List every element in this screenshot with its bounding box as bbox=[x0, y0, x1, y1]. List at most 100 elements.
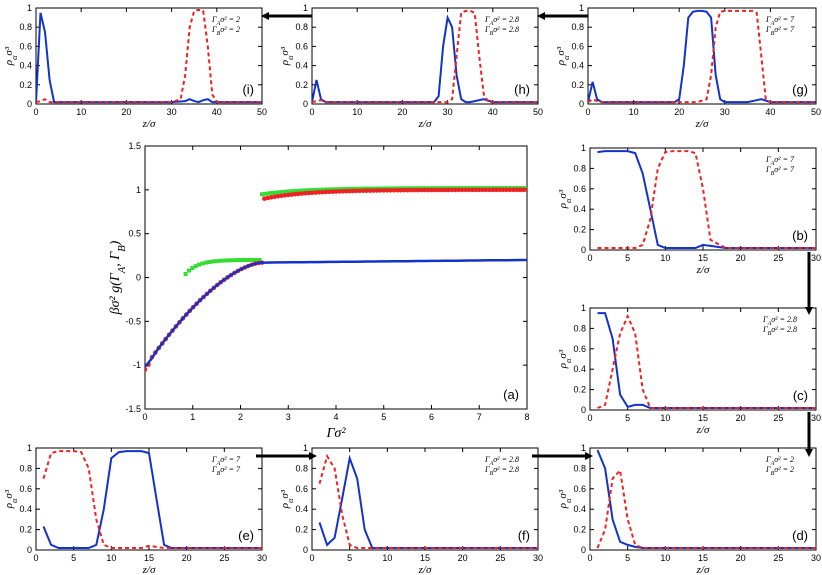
legend-entry-e: ΓAσ² = 7 bbox=[211, 455, 241, 467]
y-tick-label-i: 0 bbox=[27, 99, 32, 109]
panel-label-h: (h) bbox=[514, 82, 530, 97]
series-red-upper-point bbox=[330, 189, 335, 194]
series-d-B bbox=[596, 468, 816, 549]
series-green-lower-point bbox=[207, 260, 212, 265]
y-tick-label-g: 0.8 bbox=[571, 22, 584, 32]
series-green-upper-point bbox=[263, 191, 268, 196]
data-a bbox=[145, 186, 527, 372]
y-tick-label-i: 0.8 bbox=[19, 22, 32, 32]
series-red-upper-point bbox=[405, 187, 410, 193]
y-tick-label-c: 0 bbox=[581, 405, 586, 415]
series-red-upper-point bbox=[490, 187, 496, 193]
y-tick-label-f: 0.6 bbox=[295, 484, 308, 494]
data-c bbox=[597, 312, 816, 409]
plot-frame-f bbox=[311, 447, 539, 551]
x-tick-label-a: 2 bbox=[238, 412, 243, 422]
x-axis-label-e: z/σ bbox=[142, 564, 156, 575]
series-green-lower-point bbox=[227, 258, 232, 263]
series-c-A bbox=[597, 312, 816, 409]
series-red-upper-point bbox=[463, 187, 468, 193]
series-red-upper-point bbox=[364, 188, 369, 193]
panel-label-c: (c) bbox=[793, 388, 808, 403]
x-axis-label-c: z/σ bbox=[696, 424, 710, 436]
series-e-B bbox=[42, 450, 262, 549]
y-tick-label-b: 0.8 bbox=[573, 163, 586, 173]
y-tick-label-c: 0.2 bbox=[573, 385, 586, 395]
data-f bbox=[318, 453, 538, 549]
panel-label-d: (d) bbox=[792, 528, 808, 543]
series-green-upper-point bbox=[317, 187, 322, 192]
x-axis-label-i: z/σ bbox=[142, 118, 156, 130]
series-green-upper-point bbox=[307, 188, 312, 193]
x-tick-label-f: 20 bbox=[458, 553, 468, 563]
y-tick-label-b: 0.4 bbox=[573, 204, 586, 214]
series-red-upper-point bbox=[367, 188, 373, 193]
y-tick-label-h: 0 bbox=[303, 99, 308, 109]
panel-b: 0 5 10 15 20 25 30 0 0.2 0.4 0.6 0.8 1 z/σ ρασ³ (b) ΓAσ²… bbox=[557, 143, 821, 276]
y-tick-label-d: 0 bbox=[581, 545, 586, 555]
series-red-upper-point bbox=[378, 188, 383, 193]
series-green-upper-point bbox=[270, 190, 275, 195]
series-e-A bbox=[42, 450, 262, 549]
series-red-upper-point bbox=[480, 187, 485, 193]
x-tick-label-i: 30 bbox=[167, 107, 177, 117]
series-red-upper-point bbox=[449, 187, 455, 193]
x-tick-label-d: 20 bbox=[736, 553, 746, 563]
series-red-upper-point bbox=[497, 187, 503, 193]
series-green-lower-point bbox=[217, 258, 222, 263]
series-red-upper-point bbox=[408, 187, 414, 193]
series-green-upper-point bbox=[334, 187, 339, 192]
x-tick-label-i: 50 bbox=[257, 107, 267, 117]
x-tick-label-h: 0 bbox=[309, 107, 314, 117]
x-tick-label-g: 0 bbox=[585, 107, 590, 117]
x-tick-label-i: 10 bbox=[76, 107, 86, 117]
x-tick-label-e: 20 bbox=[182, 553, 192, 563]
series-green-lower-point bbox=[247, 258, 252, 263]
data-d bbox=[596, 449, 816, 549]
data-b bbox=[597, 150, 816, 249]
series-red-upper-point bbox=[517, 187, 523, 193]
y-axis-label-h: ρασ³ bbox=[279, 46, 295, 66]
x-tick-label-i: 20 bbox=[121, 107, 131, 117]
series-red-upper-point bbox=[412, 187, 417, 193]
panel-i: 0 10 20 30 40 50 0 0.2 0.4 0.6 0.8 1 z/σ ρασ³ (i) ΓAσ² … bbox=[3, 3, 267, 130]
y-axis-label-c: ρασ³ bbox=[557, 349, 573, 369]
series-red-upper-point bbox=[511, 187, 516, 193]
x-tick-label-b: 30 bbox=[811, 253, 821, 263]
series-red-upper-point bbox=[398, 187, 404, 193]
plot-frame-b bbox=[589, 147, 817, 251]
plot-frame-i bbox=[35, 7, 263, 105]
series-green-lower-point bbox=[223, 258, 228, 263]
series-red-upper-point bbox=[473, 187, 479, 193]
series-green-upper-point bbox=[293, 188, 298, 193]
series-green-upper-point bbox=[276, 190, 281, 195]
data-e bbox=[42, 450, 262, 549]
x-tick-label-b: 10 bbox=[660, 253, 670, 263]
panel-a: 0 1 2 3 4 5 6 7 8 -1.5 -1 -0.5 0 0.5 1 1.5 Γσ² βσ² g(ΓA, … bbox=[108, 141, 530, 441]
legend-entry-f: ΓBσ² = 2.8 bbox=[484, 465, 519, 477]
data-g bbox=[588, 9, 816, 104]
series-red-upper-point bbox=[504, 187, 509, 193]
x-tick-label-f: 0 bbox=[309, 553, 314, 563]
plot-frame-h bbox=[311, 7, 539, 105]
series-red-upper-point bbox=[429, 187, 434, 193]
x-tick-label-c: 15 bbox=[698, 413, 708, 423]
y-tick-label-h: 1 bbox=[303, 3, 308, 13]
series-red-upper-point bbox=[500, 187, 506, 193]
series-green-lower-point bbox=[213, 259, 218, 264]
series-red-upper-point bbox=[306, 190, 312, 196]
x-tick-label-a: 1 bbox=[190, 412, 195, 422]
y-tick-label-h: 0.4 bbox=[295, 61, 308, 71]
x-tick-label-g: 30 bbox=[720, 107, 730, 117]
series-red-upper-point bbox=[395, 187, 400, 193]
legend-entry-b: ΓBσ² = 7 bbox=[765, 165, 795, 177]
series-red-upper-point bbox=[313, 190, 318, 195]
series-green-upper-point bbox=[324, 187, 329, 192]
series-red-upper-point bbox=[442, 187, 448, 193]
y-tick-label-b: 0.6 bbox=[573, 184, 586, 194]
series-red-lower-point bbox=[145, 367, 148, 372]
series-red-upper-point bbox=[418, 187, 424, 193]
y-tick-label-d: 0.8 bbox=[573, 463, 586, 473]
y-axis-label-f: ρασ³ bbox=[279, 489, 295, 509]
